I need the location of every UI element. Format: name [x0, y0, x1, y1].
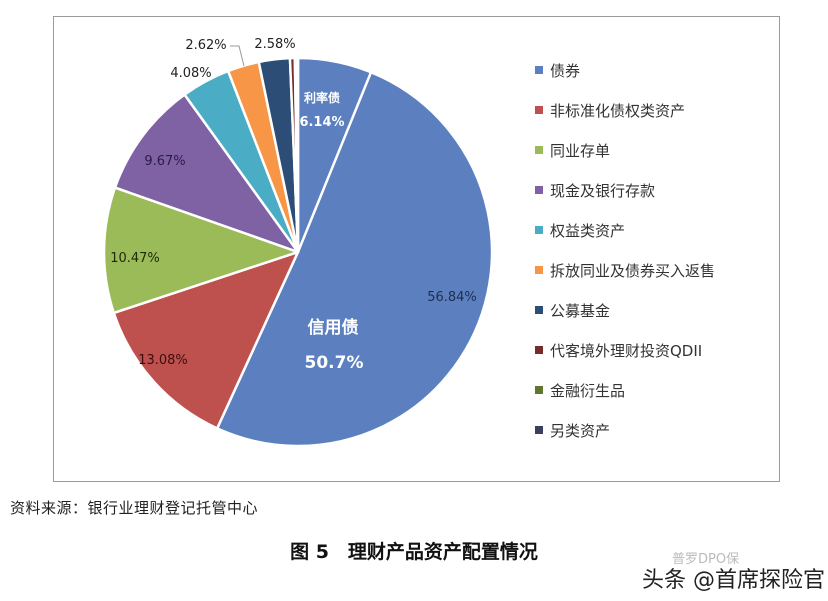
legend-label: 同业存单	[550, 141, 611, 160]
legend-label: 权益类资产	[550, 221, 626, 240]
legend-label: 债券	[550, 61, 581, 80]
watermark: 头条 @首席探险官	[642, 568, 825, 593]
pie-slice	[215, 56, 494, 448]
credit-bond-value: 50.7%	[305, 353, 364, 373]
legend-swatch-icon	[535, 106, 543, 114]
legend-item: 非标准化债权类资产	[535, 100, 685, 120]
legend-item: 代客境外理财投资QDII	[535, 340, 702, 360]
legend-swatch-icon	[535, 346, 543, 354]
credit-bond-label: 信用债	[308, 317, 359, 338]
slice-label: 10.47%	[110, 251, 160, 266]
slice-label: 4.08%	[170, 66, 211, 81]
slice-label: 2.58%	[254, 37, 295, 52]
legend-item: 拆放同业及债券买入返售	[535, 260, 715, 280]
legend-item: 权益类资产	[535, 220, 625, 240]
legend-item: 债券	[535, 60, 580, 80]
source-note: 资料来源：银行业理财登记托管中心	[10, 499, 259, 517]
legend-item: 另类资产	[535, 420, 610, 440]
legend-item: 金融衍生品	[535, 380, 625, 400]
legend-label: 金融衍生品	[550, 381, 626, 400]
legend-swatch-icon	[535, 266, 543, 274]
legend-label: 代客境外理财投资QDII	[550, 341, 703, 360]
slice-label: 9.67%	[144, 154, 185, 169]
legend-label: 拆放同业及债券买入返售	[550, 261, 716, 280]
legend-item: 现金及银行存款	[535, 180, 655, 200]
slice-label: 2.62%	[185, 38, 226, 53]
rate-bond-value: 6.14%	[299, 115, 344, 130]
pie-slice	[102, 186, 300, 315]
legend-swatch-icon	[535, 146, 543, 154]
legend-item: 同业存单	[535, 140, 610, 160]
slice-label: 56.84%	[427, 290, 477, 305]
legend-swatch-icon	[535, 186, 543, 194]
legend-swatch-icon	[535, 426, 543, 434]
bond-divider-line	[296, 71, 373, 253]
watermark-faint: 普罗DPO保	[672, 552, 740, 567]
legend-label: 非标准化债权类资产	[550, 101, 686, 120]
legend-swatch-icon	[535, 386, 543, 394]
figure-caption: 图 5 理财产品资产配置情况	[290, 541, 538, 563]
legend-swatch-icon	[535, 226, 543, 234]
legend-item: 公募基金	[535, 300, 610, 320]
pie-slice	[112, 250, 300, 430]
pie-slice	[113, 93, 300, 254]
legend-swatch-icon	[535, 306, 543, 314]
legend-label: 另类资产	[550, 421, 611, 440]
legend-label: 现金及银行存款	[550, 181, 656, 200]
rate-bond-label: 利率债	[304, 90, 340, 105]
legend-label: 公募基金	[550, 301, 611, 320]
slice-label: 13.08%	[138, 353, 188, 368]
leader-line	[230, 45, 245, 67]
legend-swatch-icon	[535, 66, 543, 74]
pie-slice	[294, 56, 300, 254]
